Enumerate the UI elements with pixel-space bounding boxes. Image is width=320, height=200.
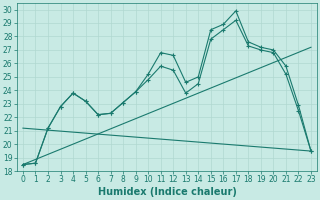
X-axis label: Humidex (Indice chaleur): Humidex (Indice chaleur) [98, 187, 236, 197]
